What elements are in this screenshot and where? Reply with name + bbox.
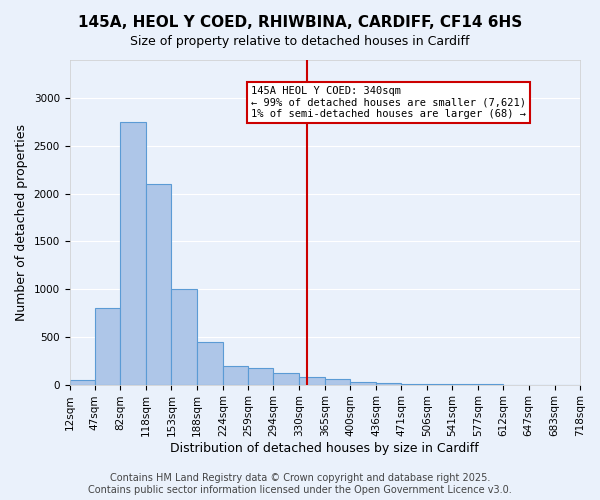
- Bar: [95, 308, 120, 384]
- Text: 145A HEOL Y COED: 340sqm
← 99% of detached houses are smaller (7,621)
1% of semi: 145A HEOL Y COED: 340sqm ← 99% of detach…: [251, 86, 526, 119]
- Bar: [70, 380, 95, 384]
- Bar: [172, 289, 197, 384]
- Bar: [350, 382, 376, 384]
- Bar: [376, 383, 401, 384]
- Bar: [248, 368, 274, 384]
- Text: 145A, HEOL Y COED, RHIWBINA, CARDIFF, CF14 6HS: 145A, HEOL Y COED, RHIWBINA, CARDIFF, CF…: [78, 15, 522, 30]
- Bar: [274, 372, 299, 384]
- Bar: [299, 378, 325, 384]
- Text: Size of property relative to detached houses in Cardiff: Size of property relative to detached ho…: [130, 35, 470, 48]
- Bar: [146, 184, 172, 384]
- Bar: [197, 342, 223, 384]
- Bar: [325, 379, 350, 384]
- Y-axis label: Number of detached properties: Number of detached properties: [15, 124, 28, 321]
- X-axis label: Distribution of detached houses by size in Cardiff: Distribution of detached houses by size …: [170, 442, 479, 455]
- Bar: [223, 366, 248, 384]
- Bar: [120, 122, 146, 384]
- Text: Contains HM Land Registry data © Crown copyright and database right 2025.
Contai: Contains HM Land Registry data © Crown c…: [88, 474, 512, 495]
